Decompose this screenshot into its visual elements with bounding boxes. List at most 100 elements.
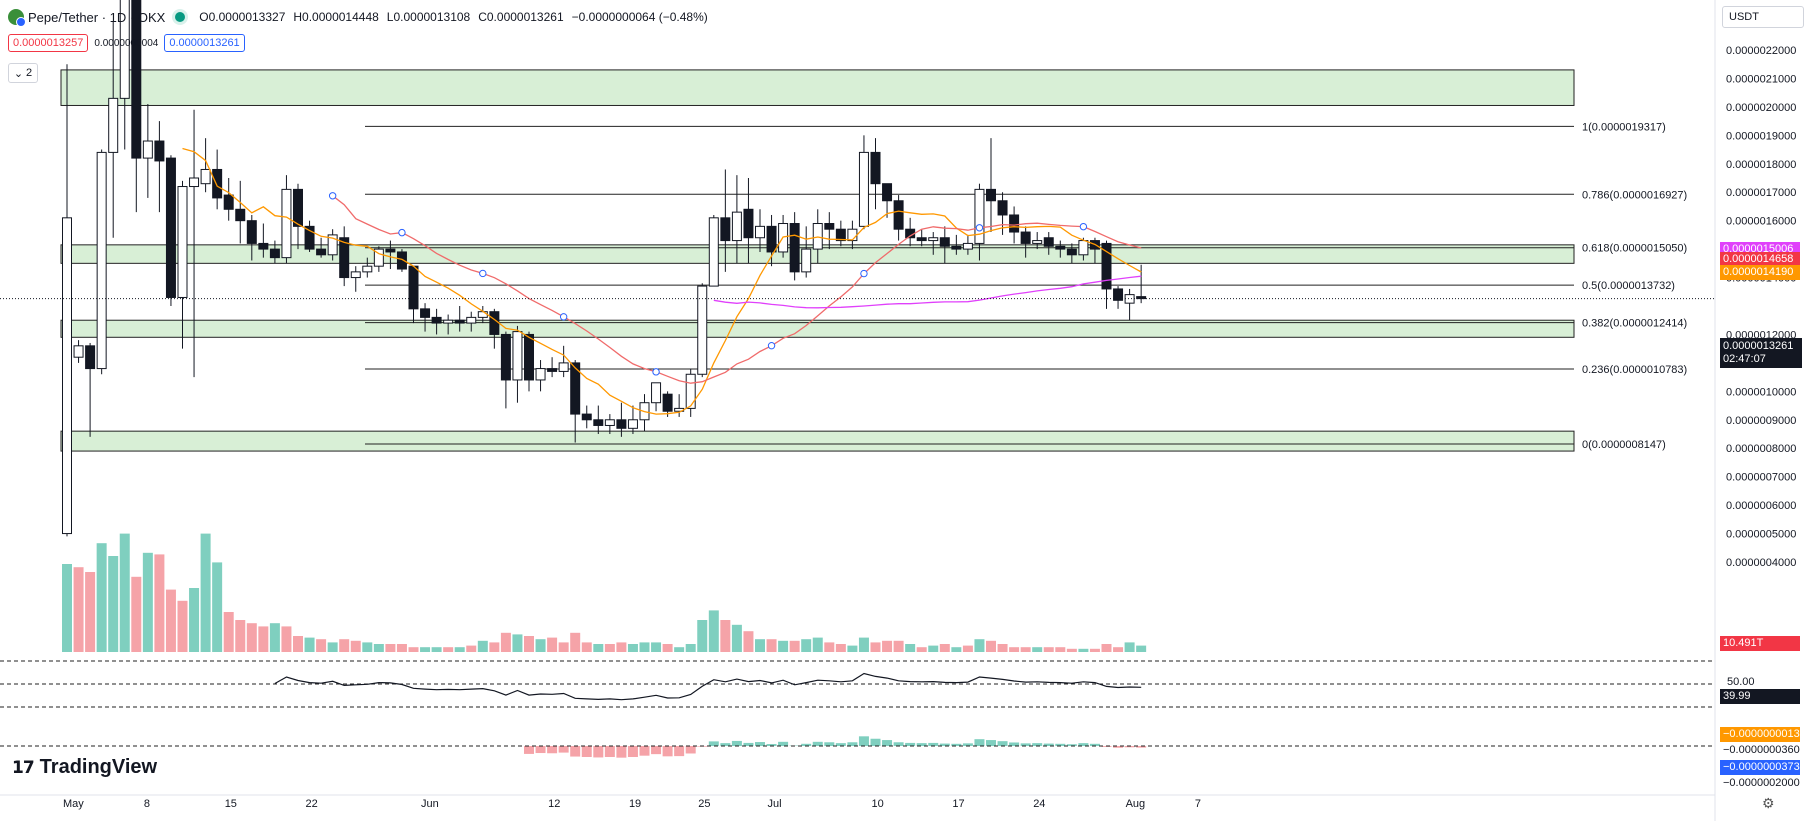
chevron-down-icon: ⌄: [13, 67, 24, 80]
volume-bar: [789, 640, 800, 652]
candle-body: [1078, 240, 1089, 256]
candle-body: [1136, 296, 1147, 300]
macd-histogram-bar: [720, 743, 731, 746]
market-status-icon[interactable]: [175, 12, 186, 22]
macd-histogram-bar: [882, 740, 893, 746]
macd-histogram-bar: [558, 746, 569, 753]
macd-histogram-bar: [997, 741, 1008, 746]
signal-marker: [1079, 222, 1088, 231]
candle-body: [1032, 240, 1043, 244]
candle-body: [720, 217, 731, 242]
fib-level-label: 0.382(0.0000012414): [1582, 318, 1687, 330]
candle-body: [350, 271, 361, 279]
candle-body: [1043, 237, 1054, 247]
candle-body: [962, 242, 973, 250]
symbol-title[interactable]: Pepe/Tether · 1D · OKX: [28, 9, 166, 25]
time-axis-label: 7: [1195, 798, 1201, 810]
macd-histogram-bar: [962, 743, 973, 746]
candle-body: [420, 308, 431, 318]
volume-bar: [916, 647, 927, 652]
volume-bar: [604, 644, 615, 652]
candle-body: [131, 0, 142, 159]
currency-select[interactable]: USDT: [1722, 6, 1804, 28]
candle-body: [986, 188, 996, 202]
candle-body: [708, 217, 719, 287]
volume-bar: [62, 564, 72, 652]
volume-bar: [258, 626, 269, 652]
macd-histogram-bar: [916, 743, 927, 746]
candle-body: [373, 248, 384, 267]
candle-body: [535, 368, 546, 381]
signal-marker: [328, 192, 337, 200]
volume-bar: [870, 642, 881, 652]
time-axis-label: 8: [144, 798, 150, 810]
volume-bar: [454, 647, 465, 652]
time-axis-label: 10: [872, 798, 884, 810]
candle-body: [443, 319, 454, 324]
volume-bar: [223, 612, 234, 652]
volume-bar: [466, 645, 477, 652]
indicators-toggle-button[interactable]: ⌄ 2: [8, 63, 38, 83]
time-axis-label: 22: [306, 798, 318, 810]
signal-marker: [652, 368, 660, 376]
candle-body: [593, 419, 604, 426]
support-zone: [60, 69, 1575, 106]
volume-bar: [731, 624, 742, 652]
candle-body: [524, 333, 534, 381]
indicators-count: 2: [26, 67, 33, 79]
close-value: C0.0000013261: [478, 10, 564, 24]
volume-bar: [108, 556, 119, 652]
low-value: L0.0000013108: [386, 10, 471, 24]
candle-body: [431, 316, 442, 324]
candle-body: [258, 242, 269, 250]
candle-body: [731, 211, 742, 242]
macd-line-tag: −0.0000000373: [1720, 760, 1800, 775]
candle-body: [581, 413, 592, 421]
time-axis-label: 15: [225, 798, 237, 810]
candle-body: [743, 208, 754, 239]
buy-button[interactable]: 0.0000013261: [164, 34, 245, 52]
volume-bar: [1020, 647, 1031, 652]
order-panel: 0.0000013257 0.0000000004 0.0000013261: [8, 34, 245, 52]
fib-level-label: 0(0.0000008147): [1582, 439, 1666, 451]
macd-histogram-bar: [812, 741, 823, 746]
volume-bar: [235, 620, 246, 652]
volume-bar: [1078, 648, 1089, 652]
candle-body: [835, 228, 846, 242]
sell-button[interactable]: 0.0000013257: [8, 34, 89, 52]
volume-bar: [812, 637, 823, 652]
time-axis-label: Aug: [1126, 798, 1146, 810]
candle-body: [477, 311, 488, 318]
volume-bar: [385, 644, 396, 652]
volume-bar: [997, 644, 1008, 652]
macd-histogram-bar: [547, 746, 558, 754]
ma-orange-tag: 0.0000014190: [1720, 265, 1800, 281]
settings-gear-icon[interactable]: ⚙: [1762, 795, 1775, 811]
candle-body: [154, 140, 165, 162]
ma-orange-line: [182, 147, 1142, 415]
candle-body: [1113, 288, 1124, 301]
price-axis-label: 0.0000017000: [1726, 187, 1796, 199]
candle-body: [870, 151, 881, 185]
macd-histogram-bar: [1055, 743, 1066, 746]
macd-histogram-bar: [905, 742, 916, 746]
tradingview-logo[interactable]: 𝟭𝟳 TradingView: [12, 756, 157, 779]
volume-bar: [535, 639, 546, 652]
time-axis-label: 25: [698, 798, 710, 810]
macd-histogram-bar: [627, 746, 638, 757]
macd-histogram-bar: [651, 746, 662, 755]
volume-bar: [847, 645, 858, 652]
volume-bar: [350, 640, 361, 652]
spread-value: 0.0000000004: [94, 37, 159, 49]
volume-bar: [1055, 647, 1066, 652]
macd-histogram-bar: [1113, 746, 1124, 748]
macd-axis-label: −0.0000002000: [1723, 777, 1800, 789]
macd-histogram-bar: [1089, 743, 1100, 746]
macd-histogram-bar: [951, 743, 962, 746]
candle-body: [847, 228, 858, 242]
volume-bar: [858, 637, 869, 652]
price-axis-label: 0.0000021000: [1726, 73, 1796, 85]
volume-bar: [720, 620, 731, 652]
rsi-line: [274, 672, 1142, 701]
